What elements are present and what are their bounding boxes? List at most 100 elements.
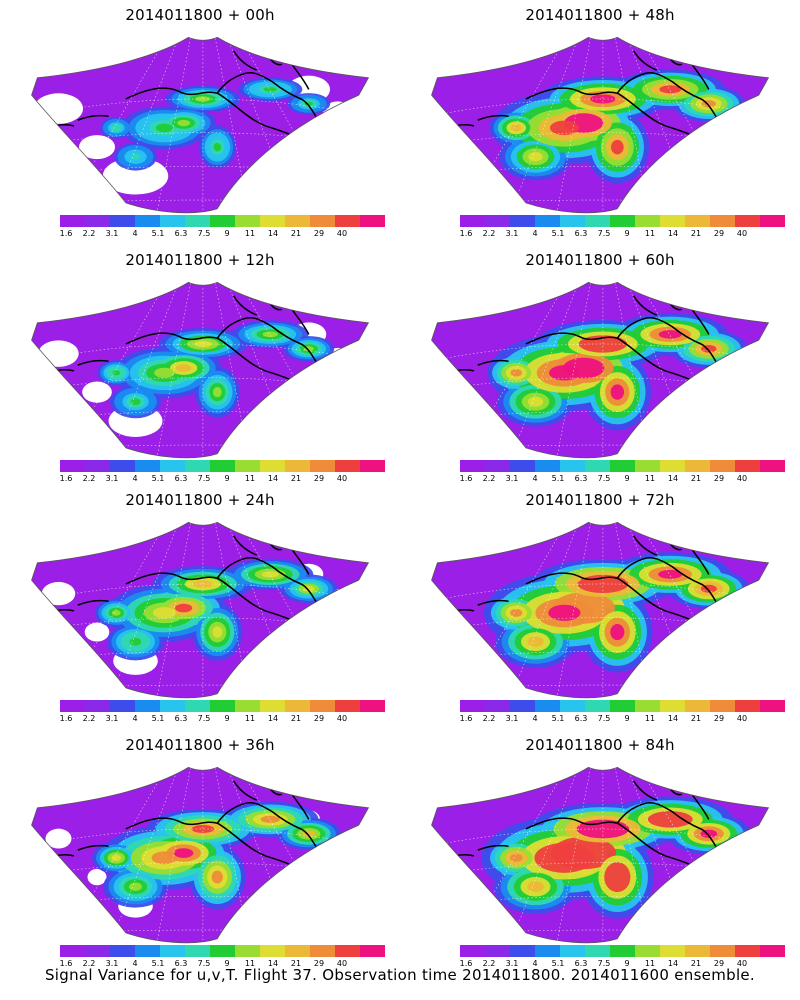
- colorbar-tick-label: 29: [313, 474, 325, 483]
- colorbar-swatch: [160, 945, 185, 957]
- colorbar-swatch: [510, 945, 535, 957]
- colorbar-tick-label: 3.1: [105, 474, 119, 483]
- colorbar-tick-label: 14: [667, 959, 679, 968]
- colorbar-swatch: [285, 945, 310, 957]
- colorbar-swatch: [335, 700, 360, 712]
- colorbar: [460, 700, 785, 712]
- colorbar-tick-label: 7.5: [597, 229, 611, 238]
- colorbar-tick-label: 11: [244, 714, 256, 723]
- colorbar-ticks: 1.6 2.2 3.1 4 5.1 6.3 7.5 9 11 14 21 29 40: [460, 229, 760, 239]
- colorbar-swatch: [110, 700, 135, 712]
- colorbar-swatch: [760, 945, 785, 957]
- colorbar-swatch: [210, 215, 235, 227]
- colorbar-tick-label: 1.6: [459, 229, 473, 238]
- colorbar-swatch: [460, 460, 485, 472]
- colorbar-tick-label: 29: [713, 714, 725, 723]
- colorbar-swatch: [610, 700, 635, 712]
- colorbar-tick-label: 9: [624, 474, 630, 483]
- forecast-panel: 2014011800 + 84h 1.6 2.2 3.1 4 5.1 6.3 7.5 9 11 14…: [410, 730, 790, 970]
- colorbar-swatch: [585, 215, 610, 227]
- colorbar-tick-label: 29: [313, 229, 325, 238]
- colorbar-swatch: [185, 460, 210, 472]
- colorbar-tick-label: 14: [267, 229, 279, 238]
- colorbar-tick-label: 40: [336, 959, 348, 968]
- figure-caption: Signal Variance for u,v,T. Flight 37. Ob…: [44, 966, 756, 984]
- variance-map: [431, 521, 770, 699]
- colorbar-tick-label: 2.2: [482, 714, 496, 723]
- colorbar-tick-label: 1.6: [59, 474, 73, 483]
- colorbar-tick-label: 3.1: [505, 229, 519, 238]
- colorbar-swatch: [485, 215, 510, 227]
- colorbar-swatch: [85, 215, 110, 227]
- colorbar-swatch: [660, 215, 685, 227]
- colorbar-tick-label: 21: [690, 474, 702, 483]
- colorbar-tick-label: 14: [667, 474, 679, 483]
- panel-title: 2014011800 + 36h: [125, 736, 275, 754]
- colorbar-swatch: [210, 945, 235, 957]
- colorbar-swatch: [735, 700, 760, 712]
- colorbar-tick-label: 5.1: [551, 474, 565, 483]
- colorbar-swatch: [685, 700, 710, 712]
- colorbar-tick-label: 7.5: [197, 229, 211, 238]
- colorbar-swatch: [635, 945, 660, 957]
- variance-map: [31, 281, 370, 459]
- colorbar-swatch: [735, 945, 760, 957]
- colorbar-swatch: [760, 215, 785, 227]
- forecast-panel: 2014011800 + 12h 1.6 2.2 3.1 4 5.1 6.3 7.5 9 11 14…: [10, 245, 390, 485]
- colorbar-swatch: [360, 700, 385, 712]
- colorbar-tick-label: 2.2: [482, 959, 496, 968]
- colorbar-tick-label: 7.5: [197, 714, 211, 723]
- colorbar-tick-label: 3.1: [505, 474, 519, 483]
- colorbar-tick-label: 3.1: [105, 959, 119, 968]
- colorbar-tick-label: 7.5: [197, 474, 211, 483]
- panel-title: 2014011800 + 84h: [525, 736, 675, 754]
- colorbar-tick-label: 40: [736, 959, 748, 968]
- variance-map: [31, 766, 370, 944]
- variance-map: [431, 36, 770, 214]
- colorbar-tick-label: 1.6: [59, 959, 73, 968]
- colorbar-tick-label: 5.1: [151, 229, 165, 238]
- colorbar: [60, 460, 385, 472]
- colorbar-ticks: 1.6 2.2 3.1 4 5.1 6.3 7.5 9 11 14 21 29 40: [60, 229, 360, 239]
- panel-title: 2014011800 + 24h: [125, 491, 275, 509]
- colorbar-tick-label: 4: [532, 474, 538, 483]
- colorbar: [60, 945, 385, 957]
- colorbar-swatch: [135, 460, 160, 472]
- colorbar-swatch: [360, 945, 385, 957]
- colorbar-swatch: [560, 700, 585, 712]
- colorbar-tick-label: 1.6: [459, 959, 473, 968]
- colorbar-tick-label: 2.2: [82, 714, 96, 723]
- colorbar-tick-label: 11: [644, 959, 656, 968]
- panel-title: 2014011800 + 00h: [125, 6, 275, 24]
- colorbar-ticks: 1.6 2.2 3.1 4 5.1 6.3 7.5 9 11 14 21 29 40: [60, 714, 360, 724]
- colorbar-swatch: [735, 460, 760, 472]
- colorbar-swatch: [285, 460, 310, 472]
- colorbar-tick-label: 4: [132, 474, 138, 483]
- colorbar-swatch: [535, 700, 560, 712]
- colorbar-swatch: [135, 700, 160, 712]
- colorbar-swatch: [210, 460, 235, 472]
- colorbar-tick-label: 29: [313, 959, 325, 968]
- colorbar-tick-label: 6.3: [574, 229, 588, 238]
- colorbar-swatch: [510, 460, 535, 472]
- variance-map: [431, 281, 770, 459]
- colorbar-tick-label: 21: [290, 714, 302, 723]
- colorbar-swatch: [360, 215, 385, 227]
- colorbar-swatch: [85, 460, 110, 472]
- colorbar: [460, 460, 785, 472]
- colorbar-swatch: [85, 700, 110, 712]
- colorbar-tick-label: 6.3: [574, 959, 588, 968]
- colorbar-tick-label: 14: [267, 474, 279, 483]
- colorbar-tick-label: 6.3: [574, 474, 588, 483]
- colorbar-swatch: [260, 945, 285, 957]
- colorbar-swatch: [485, 700, 510, 712]
- colorbar-swatch: [60, 215, 85, 227]
- colorbar-tick-label: 6.3: [174, 714, 188, 723]
- colorbar-swatch: [335, 215, 360, 227]
- colorbar-tick-label: 21: [690, 959, 702, 968]
- colorbar-tick-label: 40: [736, 474, 748, 483]
- colorbar-swatch: [260, 215, 285, 227]
- colorbar-swatch: [685, 945, 710, 957]
- colorbar-tick-label: 21: [690, 229, 702, 238]
- colorbar-tick-label: 11: [644, 714, 656, 723]
